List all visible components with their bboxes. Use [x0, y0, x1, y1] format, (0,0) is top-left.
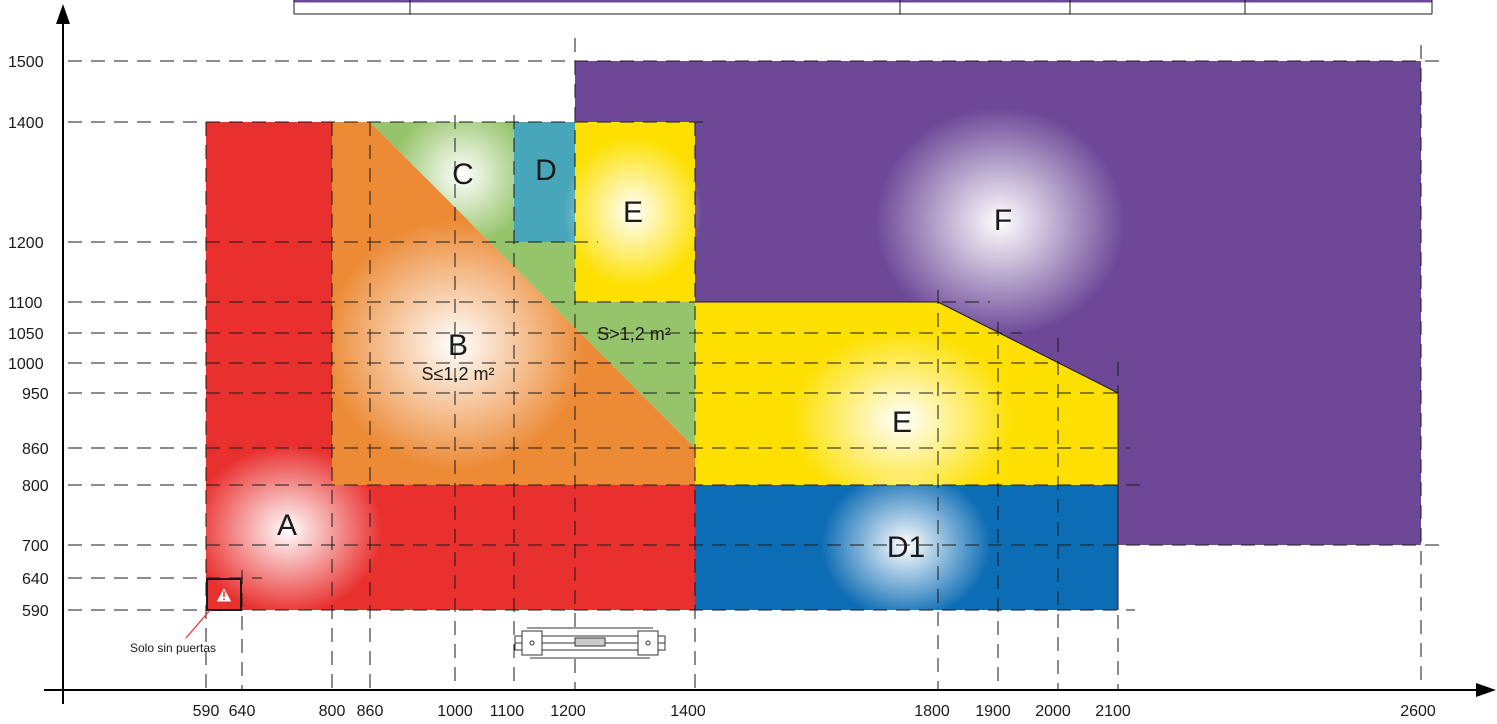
x-tick-1100: 1100: [490, 703, 525, 720]
x-tick-1800: 1800: [914, 703, 950, 720]
x-tick-2600: 2600: [1400, 703, 1436, 720]
top-table-fragment: [293, 0, 1433, 15]
sliding-track-icon: [514, 627, 666, 659]
zone-a-label: A: [277, 509, 297, 542]
zone-e-upper-glow: [563, 137, 703, 287]
x-tick-1200: 1200: [550, 703, 586, 720]
y-tick-700: 700: [22, 538, 49, 555]
y-tick-590: 590: [22, 603, 49, 620]
zone-f-label: F: [994, 204, 1012, 237]
x-tick-590: 590: [193, 703, 220, 720]
x-tick-2000: 2000: [1035, 703, 1071, 720]
x-axis: [44, 683, 1496, 697]
x-tick-800: 800: [319, 703, 346, 720]
warning-marker: Solo sin puertas: [130, 578, 242, 655]
y-tick-1100: 1100: [8, 295, 43, 312]
zone-a-glow: [193, 445, 383, 615]
zone-c-label: C: [452, 158, 474, 191]
vertical-grid: [205, 38, 1422, 690]
zone-b-label: B: [448, 329, 468, 362]
warning-note: Solo sin puertas: [130, 641, 216, 655]
zone-e-lower-glow: [792, 330, 1012, 510]
x-tick-860: 860: [357, 703, 384, 720]
y-tick-860: 860: [22, 441, 49, 458]
zone-e-lower-label: E: [892, 406, 912, 439]
y-tick-950: 950: [22, 386, 49, 403]
zone-e-upper-label: E: [623, 196, 643, 229]
y-tick-1500: 1500: [8, 54, 44, 71]
x-tick-640: 640: [229, 703, 256, 720]
x-tick-1000: 1000: [437, 703, 473, 720]
y-tick-labels: 1500 1400 1200 1100 1050 1000 950 860 80…: [8, 54, 49, 620]
zone-f-glow: [875, 107, 1125, 337]
zone-b-note: S≤1,2 m²: [422, 364, 495, 384]
y-tick-1400: 1400: [8, 115, 44, 132]
y-tick-1000: 1000: [8, 356, 44, 373]
y-axis: [56, 4, 70, 704]
x-tick-2100: 2100: [1095, 703, 1131, 720]
x-tick-1400: 1400: [670, 703, 706, 720]
y-tick-1050: 1050: [8, 326, 44, 343]
zone-d-label: D: [535, 154, 557, 187]
y-tick-640: 640: [22, 571, 49, 588]
x-tick-labels: 590 640 800 860 1000 1100 1200 1400 1800…: [193, 703, 1436, 720]
y-tick-800: 800: [22, 478, 49, 495]
x-tick-1900: 1900: [975, 703, 1011, 720]
warning-triangle-icon: [215, 585, 233, 603]
y-tick-1200: 1200: [8, 235, 44, 252]
zone-d1-label: D1: [887, 531, 925, 564]
zone-c-note: S>1,2 m²: [597, 324, 671, 344]
